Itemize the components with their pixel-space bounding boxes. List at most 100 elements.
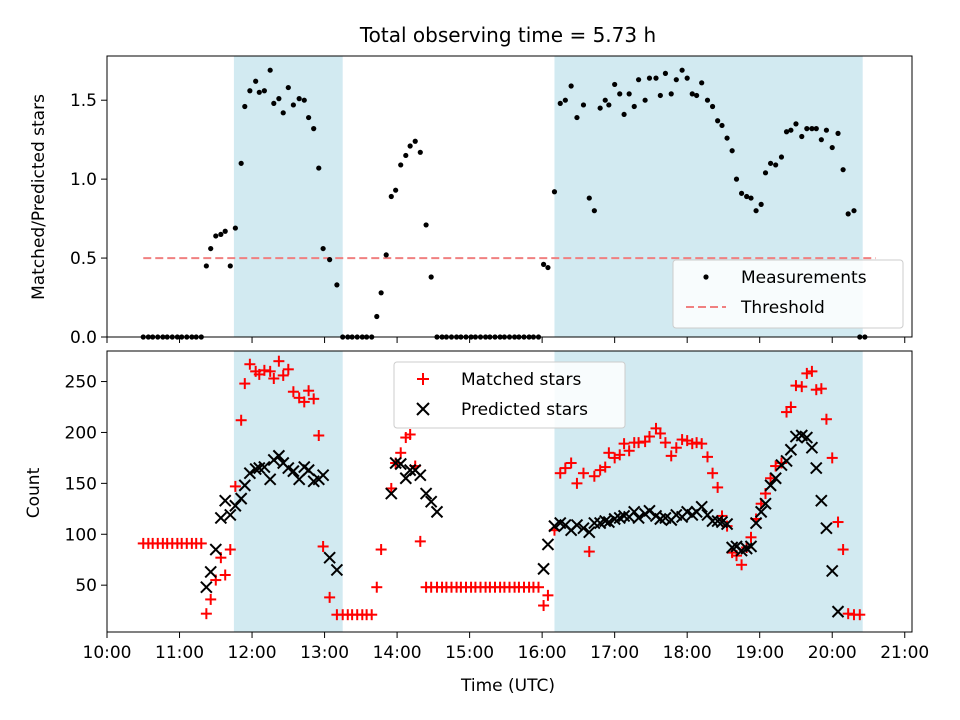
measurement-point [296,96,302,102]
measurement-point [612,81,618,88]
predicted-star-marker [292,473,306,486]
legend-predicted-label: Predicted stars [461,400,588,420]
top-axes-frame [106,55,913,338]
bottom-legend: Matched stars Predicted stars [393,361,626,429]
predicted-star-marker [424,495,438,508]
measurement-point [809,126,815,132]
measurement-point [545,264,551,271]
predicted-star-marker [258,460,271,474]
measurement-point [428,274,434,280]
measurement-point [327,257,333,263]
measurement-point [823,127,830,133]
measurement-point [557,100,563,106]
measurement-point [242,103,248,110]
legend-predicted-marker [416,402,430,416]
x-tick-label: 17:00 [590,643,639,663]
bottom-y-axis-label: Count [24,467,44,518]
predicted-star-marker [537,562,550,576]
measurement-point [724,135,730,141]
matched-star-marker [375,544,387,556]
figure-title: Total observing time = 5.73 h [359,23,656,47]
predicted-star-marker [234,492,248,505]
predicted-star-marker [810,461,823,475]
predicted-star-marker [711,514,724,528]
measurement-point [762,170,769,176]
measurement-point [758,201,764,207]
measurement-point [744,193,750,200]
top-y-ticks: 0.0 0.5 1.0 1.5 [70,91,107,348]
measurement-point [238,160,244,166]
measurement-point [679,67,685,73]
measurement-point [699,80,705,86]
matched-star-marker [659,437,671,449]
legend-threshold-label: Threshold [740,298,825,318]
matched-star-marker [815,383,827,395]
predicted-star-markers [200,429,845,618]
measurement-points [140,67,868,340]
measurement-point [417,149,423,155]
measurement-point [845,211,851,217]
matched-star-marker [712,481,724,493]
bottom-legend-box [393,361,626,429]
y-tick-label: 0.5 [70,249,97,269]
measurement-point [227,263,233,269]
predicted-star-marker [759,497,772,510]
shaded-window-1 [233,351,343,632]
measurement-point [642,97,648,103]
predicted-star-marker [800,431,814,444]
measurement-point [203,263,209,269]
matched-star-marker [665,450,677,462]
measurement-point [835,130,841,136]
y-tick-label: 250 [65,373,97,393]
measurement-point [388,193,394,200]
measurement-point [778,154,785,160]
x-axis-label: Time (UTC) [460,676,555,696]
bottom-axes-frame [106,350,913,633]
matched-star-marker [282,363,294,375]
y-tick-label: 200 [65,423,97,443]
shaded-window-1 [233,56,343,337]
measurement-point [799,133,805,140]
measurement-point [829,144,835,151]
x-tick-label: 15:00 [445,643,494,663]
measurement-point [788,127,794,133]
bottom-y-ticks: 50 100 150 200 250 [65,373,107,596]
measurement-point [253,78,259,84]
matched-star-marker [324,591,336,603]
matched-star-marker [588,470,600,482]
predicted-star-marker [602,515,616,529]
predicted-star-marker [826,564,839,578]
predicted-star-marker [204,565,217,579]
measurement-point [767,160,774,166]
measurement-point [232,225,238,231]
predicted-star-marker [744,540,758,553]
predicted-star-marker [330,563,344,577]
matched-star-marker [542,589,554,601]
predicted-star-marker [287,464,300,478]
measurement-point [218,231,224,237]
top-legend-box [672,259,904,329]
legend-matched-label: Matched stars [461,370,581,390]
matched-star-marker [195,537,207,549]
predicted-star-marker [209,543,222,556]
measurement-point [813,126,819,132]
matched-star-marker [643,431,655,443]
matched-star-marker [554,467,566,479]
matched-star-marker [854,609,866,621]
predicted-star-marker [764,479,777,492]
measurement-point [653,75,659,81]
matched-star-marker [842,608,854,620]
predicted-star-marker [599,514,612,528]
matched-star-marker [229,480,241,492]
predicted-star-marker [749,516,763,530]
matched-star-marker [837,544,849,556]
predicted-star-marker [419,487,433,500]
matched-star-marker [395,447,407,459]
matched-star-marker [313,430,325,442]
matched-star-marker [633,437,645,449]
measurement-point [247,88,253,94]
measurement-point [290,102,296,108]
measurement-point [684,75,690,81]
predicted-star-marker [577,521,590,535]
